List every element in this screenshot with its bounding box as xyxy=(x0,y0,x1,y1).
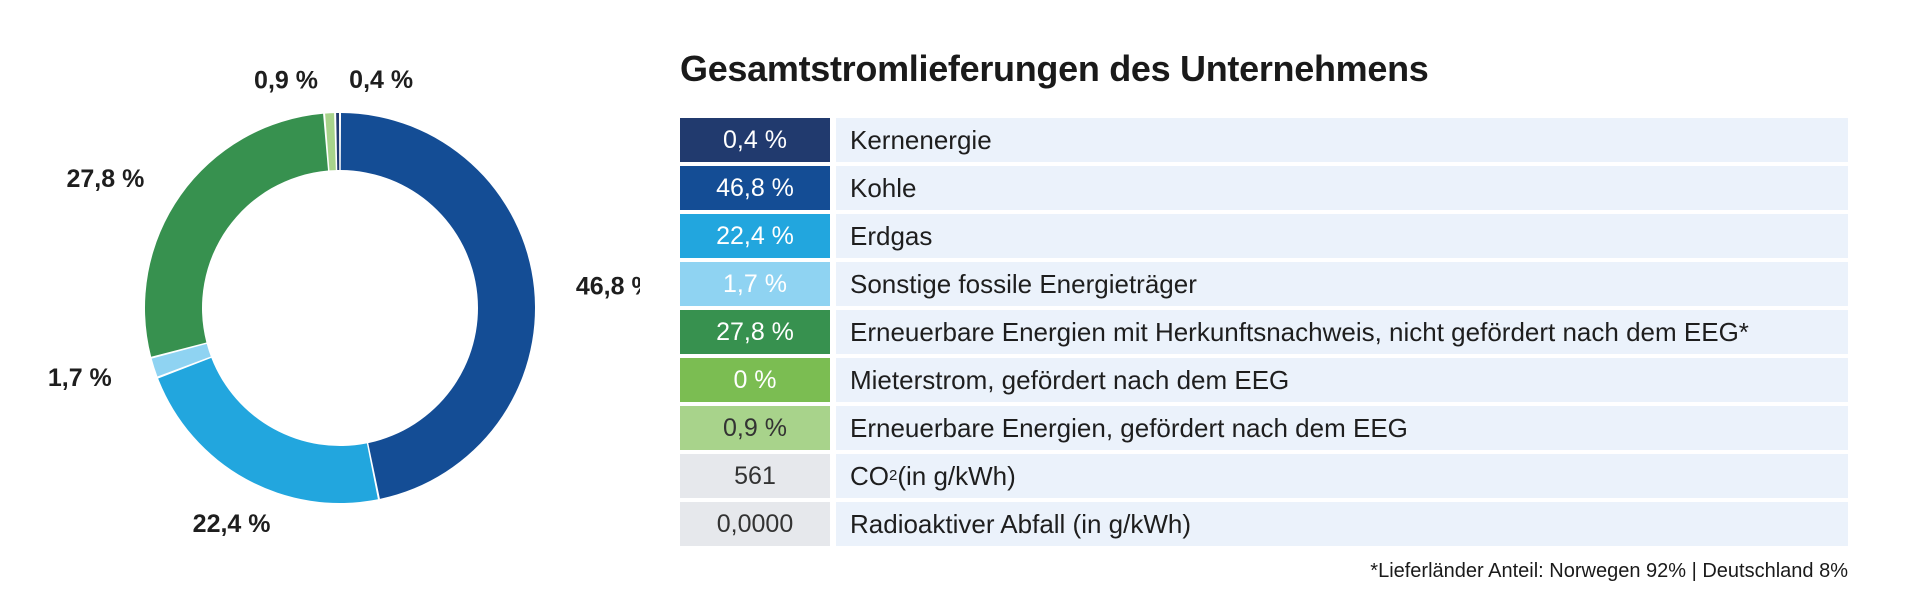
donut-slice-1 xyxy=(340,113,535,499)
donut-slice-2 xyxy=(158,357,378,503)
donut-value-label: 22,4 % xyxy=(193,510,271,538)
legend-row-kernenergie: 0,4 % Kernenergie xyxy=(680,118,1848,162)
legend-value-badge: 0,4 % xyxy=(680,118,830,162)
waste-label: Radioaktiver Abfall (in g/kWh) xyxy=(836,502,1848,546)
legend-row-sonstige-fossile: 1,7 % Sonstige fossile Energieträger xyxy=(680,262,1848,306)
legend-label: Erneuerbare Energien mit Herkunftsnachwe… xyxy=(836,310,1848,354)
legend-label: Erdgas xyxy=(836,214,1848,258)
legend-label: Sonstige fossile Energieträger xyxy=(836,262,1848,306)
legend-value-badge: 22,4 % xyxy=(680,214,830,258)
legend-row-erneuerbare-herkunftsnachweis: 27,8 % Erneuerbare Energien mit Herkunft… xyxy=(680,310,1848,354)
legend-value-badge: 0 % xyxy=(680,358,830,402)
footnote: *Lieferländer Anteil: Norwegen 92% | Deu… xyxy=(1370,560,1848,582)
legend-value-badge: 46,8 % xyxy=(680,166,830,210)
legend-row-erneuerbare-eeg: 0,9 % Erneuerbare Energien, gefördert na… xyxy=(680,406,1848,450)
legend-panel: Gesamtstromlieferungen des Unternehmens … xyxy=(680,0,1860,614)
donut-chart: 46,8 % 22,4 % 1,7 % 27,8 % 0,9 % 0,4 % xyxy=(48,66,640,538)
legend-label: Kohle xyxy=(836,166,1848,210)
donut-value-label: 46,8 % xyxy=(576,272,640,300)
legend-value-badge: 27,8 % xyxy=(680,310,830,354)
donut-value-label: 0,4 % xyxy=(349,66,413,94)
donut-slice-0 xyxy=(336,113,340,171)
chart-title: Gesamtstromlieferungen des Unternehmens xyxy=(680,48,1429,89)
legend-row-radioaktiver-abfall: 0,0000 Radioaktiver Abfall (in g/kWh) xyxy=(680,502,1848,546)
donut-value-label: 0,9 % xyxy=(254,66,318,94)
co2-label: CO 2 (in g/kWh) xyxy=(836,454,1848,498)
co2-value-badge: 561 xyxy=(680,454,830,498)
legend-row-co2: 561 CO 2 (in g/kWh) xyxy=(680,454,1848,498)
legend-row-erdgas: 22,4 % Erdgas xyxy=(680,214,1848,258)
donut-value-label: 1,7 % xyxy=(48,364,112,392)
legend-row-mieterstrom: 0 % Mieterstrom, gefördert nach dem EEG xyxy=(680,358,1848,402)
legend-label: Erneuerbare Energien, gefördert nach dem… xyxy=(836,406,1848,450)
legend-label: Kernenergie xyxy=(836,118,1848,162)
donut-slice-6 xyxy=(325,113,336,171)
donut-value-label: 27,8 % xyxy=(66,165,144,193)
legend-row-kohle: 46,8 % Kohle xyxy=(680,166,1848,210)
waste-value-badge: 0,0000 xyxy=(680,502,830,546)
donut-slice-4 xyxy=(144,113,329,357)
legend-label: Mieterstrom, gefördert nach dem EEG xyxy=(836,358,1848,402)
donut-slice-3 xyxy=(151,343,211,377)
legend-value-badge: 1,7 % xyxy=(680,262,830,306)
legend-table: 0,4 % Kernenergie 46,8 % Kohle 22,4 % Er… xyxy=(680,118,1848,550)
legend-value-badge: 0,9 % xyxy=(680,406,830,450)
